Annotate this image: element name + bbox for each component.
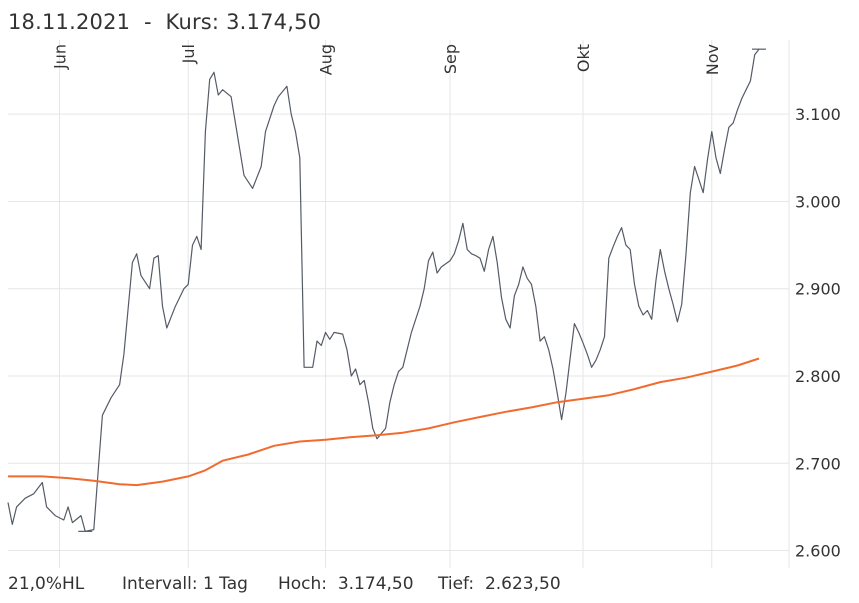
interval-label: Intervall: 1 Tag [122,574,248,594]
x-tick-label: Aug [317,44,336,75]
y-tick-label: 2.600 [795,542,841,561]
y-tick-label: 2.700 [795,454,841,473]
x-tick-label: Nov [703,44,722,75]
y-tick-label: 3.100 [795,105,841,124]
price-line [7,48,760,532]
moving-average-line [8,357,760,487]
x-tick-label: Jun [50,44,69,70]
x-tick-label: Okt [574,44,593,72]
y-tick-label: 2.900 [795,280,841,299]
series-lines [7,48,766,532]
y-tick-label: 3.000 [795,192,841,211]
hl-label: 21,0%HL [8,574,85,594]
low-label: Tief: 2.623,50 [438,574,561,594]
footer-stats: 21,0%HL Intervall: 1 Tag Hoch: 3.174,50 Tie… [8,574,561,594]
y-tick-label: 2.800 [795,367,841,386]
x-tick-label: Sep [441,44,460,74]
chart-title: 18.11.2021 - Kurs: 3.174,50 [8,10,322,34]
axis-labels: 2.600 2.700 2.800 2.900 3.000 3.100 Jun Jul Aug S… [50,44,840,561]
high-label: Hoch: 3.174,50 [278,574,414,594]
x-tick-label: Jul [179,44,198,64]
grid-lines [8,40,790,568]
